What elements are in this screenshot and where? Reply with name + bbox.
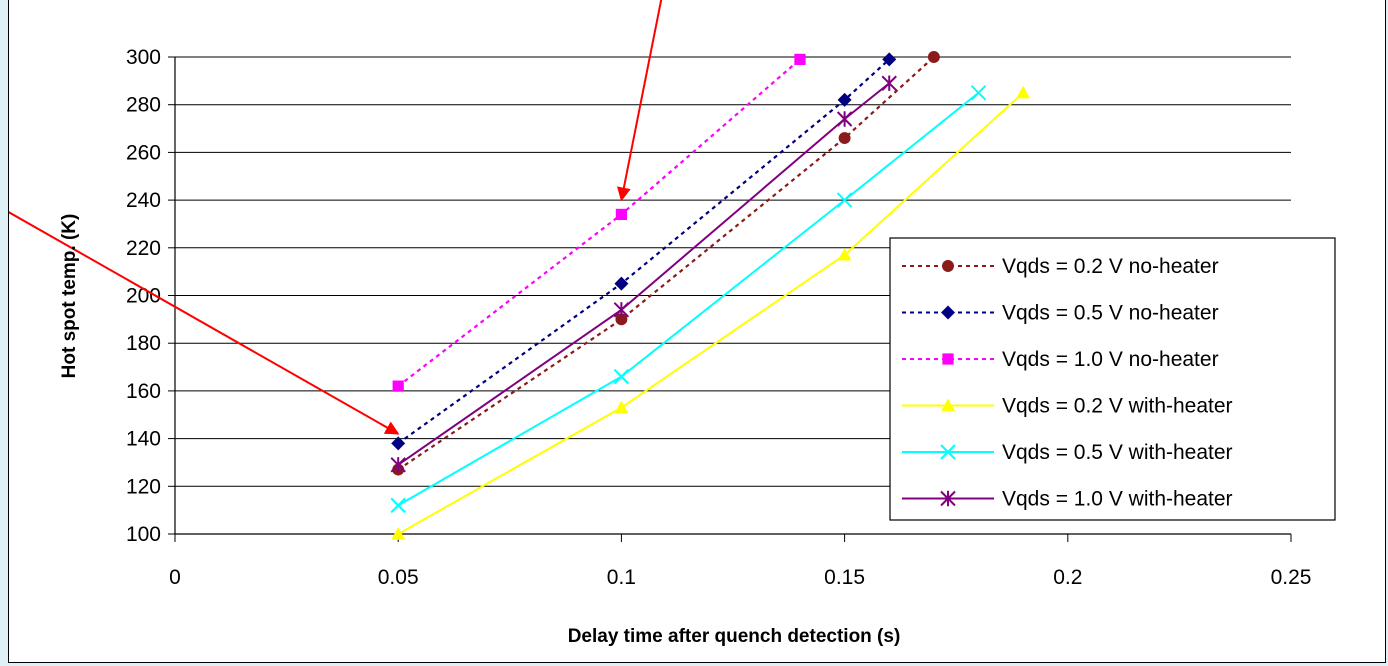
legend-label: Vqds = 0.2 V with-heater	[1002, 395, 1233, 418]
data-point	[942, 353, 954, 365]
data-point	[940, 444, 956, 460]
series-6	[390, 75, 897, 473]
legend-label: Vqds = 0.2 V no-heater	[1002, 255, 1219, 278]
y-tick-label: 160	[126, 380, 161, 403]
series-line	[397, 92, 1024, 535]
series-2	[391, 52, 897, 451]
x-tick-label: 0.05	[378, 566, 419, 589]
data-point	[391, 436, 406, 451]
series-3	[392, 53, 806, 392]
legend-label: Vqds = 0.5 V no-heater	[1002, 302, 1219, 325]
data-point	[613, 368, 630, 385]
data-point	[838, 132, 851, 145]
legend-item-1: Vqds = 0.2 V no-heater	[902, 255, 1219, 278]
series-line	[397, 91, 980, 507]
data-point	[613, 302, 630, 318]
data-point	[941, 305, 955, 320]
x-tick-label: 0.1	[607, 566, 636, 589]
y-tick-label: 280	[126, 94, 161, 117]
legend-item-6: Vqds = 1.0 V with-heater	[902, 488, 1233, 511]
data-point	[615, 208, 627, 221]
data-point	[614, 276, 629, 291]
legend-item-3: Vqds = 1.0 V no-heater	[902, 348, 1219, 371]
data-point	[390, 457, 406, 473]
y-tick-label: 260	[126, 141, 161, 164]
series-line	[397, 56, 935, 471]
data-point	[836, 192, 853, 208]
legend-item-4: Vqds = 0.2 V with-heater	[902, 395, 1233, 418]
series-4	[391, 85, 1031, 540]
series-line	[397, 82, 890, 466]
line-chart: 100 120 140 160 180 200 220 240 260 280 300 0 0.05 0.…	[9, 0, 1336, 647]
y-tick-label: 180	[126, 332, 161, 355]
y-axis-title: Hot spot temp. (K)	[59, 214, 80, 379]
data-point	[882, 52, 897, 67]
legend-item-5: Vqds = 0.5 V with-heater	[902, 441, 1233, 464]
data-point	[391, 527, 406, 540]
data-point	[836, 111, 853, 127]
chart-frame: 100 120 140 160 180 200 220 240 260 280 300 0 0.05 0.…	[8, 0, 1386, 663]
y-tick-label: 200	[126, 285, 161, 308]
data-point	[794, 53, 806, 65]
data-point	[390, 497, 406, 514]
y-tick-label: 220	[126, 237, 161, 260]
y-tick-label: 300	[126, 46, 161, 69]
annotation-arrow-1	[9, 211, 400, 435]
x-tick-label: 0.15	[824, 566, 865, 589]
series-5	[390, 85, 987, 514]
data-point	[1016, 85, 1031, 99]
data-point	[942, 260, 954, 272]
data-point	[837, 247, 852, 261]
y-tick-label: 100	[126, 523, 161, 546]
data-point	[881, 75, 897, 91]
series-line	[397, 58, 801, 388]
data-point	[927, 51, 940, 63]
legend-label: Vqds = 1.0 V with-heater	[1002, 488, 1233, 511]
x-tick-label: 0.2	[1053, 566, 1082, 589]
data-point	[941, 398, 955, 412]
data-point	[615, 313, 628, 326]
legend-item-2: Vqds = 0.5 V no-heater	[902, 302, 1219, 325]
y-tick-label: 240	[126, 189, 161, 212]
legend-label: Vqds = 0.5 V with-heater	[1002, 441, 1233, 464]
data-point	[392, 380, 404, 392]
data-point	[614, 400, 629, 414]
legend-box	[889, 237, 1336, 521]
x-axis-title: Delay time after quench detection (s)	[568, 626, 901, 647]
legend-label: Vqds = 1.0 V no-heater	[1002, 348, 1219, 371]
series-line	[397, 58, 890, 445]
data-point	[970, 85, 987, 101]
y-tick-label: 120	[126, 475, 161, 498]
data-point	[940, 490, 956, 507]
data-point	[837, 92, 852, 107]
x-tick-label: 0.25	[1271, 566, 1312, 589]
annotation-arrow-2	[616, 0, 663, 202]
x-tick-label: 0	[169, 566, 181, 589]
y-tick-label: 140	[126, 428, 161, 451]
